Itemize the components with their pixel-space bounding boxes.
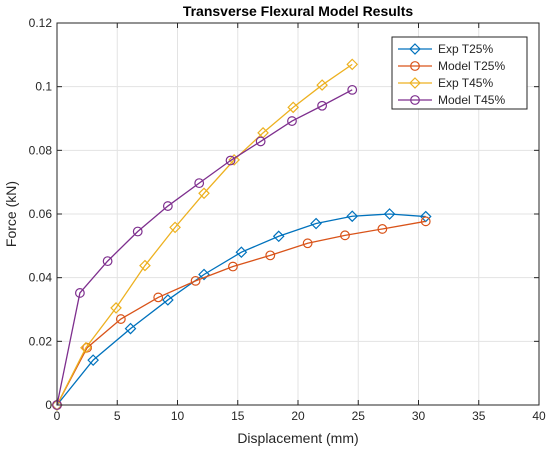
x-tick-label: 5 <box>114 409 121 423</box>
x-tick-label: 20 <box>291 409 305 423</box>
y-tick-labels: 0 0.02 0.04 0.06 0.08 0.1 0.12 <box>29 16 53 412</box>
y-tick-label: 0.04 <box>29 271 53 285</box>
y-tick-label: 0 <box>45 398 52 412</box>
data-point <box>287 116 297 126</box>
x-tick-label: 25 <box>352 409 366 423</box>
data-point <box>190 275 201 286</box>
legend-items: Exp T25% Model T25% Exp T45% Model T45% <box>398 42 505 107</box>
legend-marker <box>410 61 420 71</box>
data-point <box>265 250 276 261</box>
legend-entry: Model T25% <box>398 59 505 73</box>
data-point <box>139 259 151 272</box>
data-point <box>235 246 248 259</box>
data-point <box>316 79 328 91</box>
data-point <box>153 292 164 303</box>
data-point <box>110 302 122 314</box>
data-point <box>287 101 300 114</box>
data-point <box>102 256 113 267</box>
data-point <box>302 238 313 249</box>
data-point <box>198 268 210 281</box>
data-point <box>198 187 210 200</box>
x-tick-label: 40 <box>532 409 546 423</box>
data-point <box>317 100 328 111</box>
data-point <box>194 178 205 189</box>
chart-title: Transverse Flexural Model Results <box>183 3 414 19</box>
data-point <box>80 341 92 354</box>
series-layer <box>51 58 432 411</box>
y-tick-label: 0.06 <box>29 207 53 221</box>
series-exp-t25- <box>51 208 432 411</box>
x-tick-label: 30 <box>412 409 426 423</box>
data-point <box>377 224 388 234</box>
data-point <box>132 226 143 237</box>
legend-marker <box>410 95 420 105</box>
legend-label: Exp T25% <box>438 42 493 56</box>
legend-entry: Exp T45% <box>398 76 493 90</box>
legend-label: Exp T45% <box>438 76 493 90</box>
data-point <box>346 58 359 71</box>
y-tick-label: 0.1 <box>35 80 52 94</box>
data-point <box>420 216 431 227</box>
data-point <box>51 399 63 411</box>
legend-label: Model T25% <box>438 59 505 73</box>
legend: Exp T25% Model T25% Exp T45% Model T45% <box>391 36 528 110</box>
data-point <box>310 217 322 230</box>
data-point <box>162 201 173 211</box>
legend-marker <box>409 77 421 89</box>
legend-entry: Exp T25% <box>398 42 493 56</box>
data-point <box>124 322 137 335</box>
x-tick-label: 0 <box>54 409 61 423</box>
series-line <box>56 63 353 406</box>
x-tick-label: 10 <box>171 409 185 423</box>
data-point <box>225 155 236 166</box>
data-point <box>87 354 99 366</box>
data-point <box>228 154 240 166</box>
data-point <box>115 314 126 324</box>
legend-entry: Model T45% <box>398 93 505 107</box>
y-tick-label: 0.08 <box>29 143 53 157</box>
y-tick-label: 0.12 <box>29 16 53 30</box>
y-axis-label: Force (kN) <box>3 181 19 247</box>
data-point <box>346 210 359 223</box>
x-tick-label: 35 <box>472 409 486 423</box>
legend-marker <box>409 43 421 55</box>
data-point <box>272 230 285 243</box>
data-point <box>255 136 266 147</box>
y-tick-label: 0.02 <box>29 334 53 348</box>
data-point <box>169 221 181 234</box>
x-tick-label: 15 <box>231 409 245 423</box>
x-axis-label: Displacement (mm) <box>237 430 358 446</box>
data-point <box>228 261 238 272</box>
data-point <box>383 208 396 220</box>
legend-label: Model T45% <box>438 93 505 107</box>
x-tick-labels: 0 5 10 15 20 25 30 35 40 <box>54 409 546 423</box>
data-point <box>340 230 350 241</box>
series-line <box>56 213 426 406</box>
series-line <box>56 89 353 406</box>
axes-box <box>56 22 540 406</box>
series-line <box>56 220 426 406</box>
series-model-t45- <box>52 84 358 410</box>
data-point <box>162 294 174 306</box>
data-point <box>347 84 358 95</box>
data-point <box>74 288 85 298</box>
series-exp-t45- <box>51 58 359 411</box>
